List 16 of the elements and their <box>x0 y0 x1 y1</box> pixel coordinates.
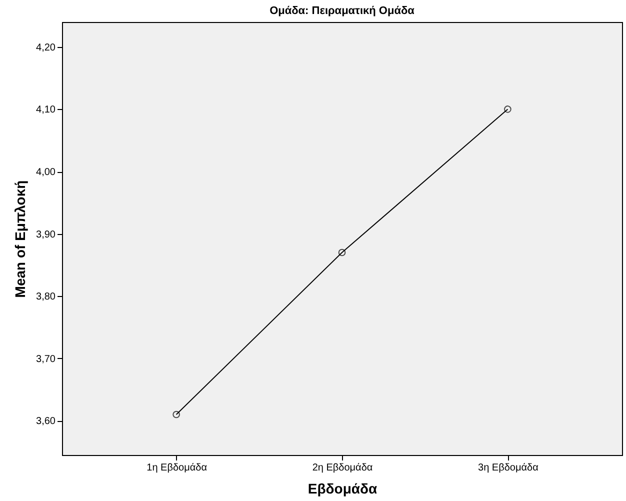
point <box>338 248 346 256</box>
point <box>172 410 180 418</box>
y-tick-label: 3,60 <box>36 416 56 428</box>
y-axis-title: Mean of Εμπλοκή <box>12 180 28 298</box>
point <box>504 106 512 113</box>
y-tick-label: 4,20 <box>36 42 56 54</box>
y-tick-label: 3,70 <box>36 354 56 365</box>
chart-title: Ομάδα: Πειραματική Ομάδα <box>270 5 415 17</box>
y-tick-label: 3,90 <box>36 229 56 240</box>
x-tick-label: 1η Εβδομάδα <box>146 462 208 474</box>
x-axis-title: Εβδομάδα <box>308 480 378 496</box>
y-tick-label: 3,80 <box>36 292 56 303</box>
x-tick-label: 3η Εβδομάδα <box>478 462 539 474</box>
y-tick-label: 4,00 <box>36 167 56 178</box>
y-tick-label: 4,10 <box>36 104 56 116</box>
x-tick-label: 2η Εβδομάδα <box>312 462 373 474</box>
